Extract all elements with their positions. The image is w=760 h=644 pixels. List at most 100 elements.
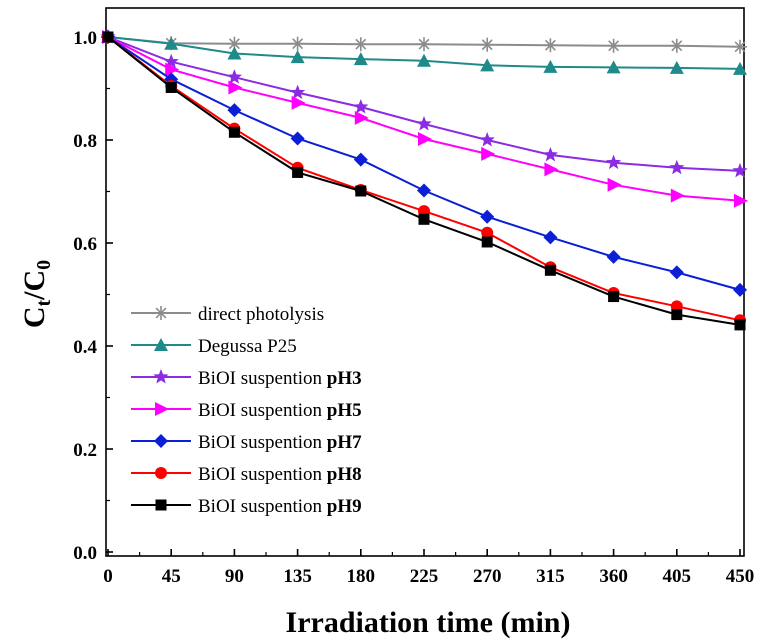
plot-area [105,7,745,557]
data-point [290,50,305,64]
series-2 [100,29,748,178]
legend-label-text: Degussa P25 [198,336,297,357]
y-title-slash: /C [18,270,51,301]
data-point [543,38,558,53]
y-title-sub1: t [33,300,55,307]
data-point [671,309,683,321]
y-tick-label: 0.6 [73,234,97,255]
legend-label: BiOI suspention pH5 [198,400,362,421]
y-axis: 0.0 0.2 0.4 0.6 0.8 1.0 [73,28,113,564]
data-point [669,60,684,74]
legend-label: BiOI suspention pH9 [198,496,362,517]
data-point [353,52,368,66]
legend-label: BiOI suspention pH7 [198,432,362,453]
legend-entry: BiOI suspention pH9 [131,496,362,517]
data-point [165,62,180,77]
data-point [669,265,684,280]
legend-label-text: BiOI suspention [198,432,327,453]
series-line [107,36,741,326]
legend-entry: BiOI suspention pH7 [131,432,362,453]
y-title-sub2: 0 [33,260,55,270]
y-tick-label: 1.0 [73,28,97,49]
data-point [734,319,746,331]
data-point [227,36,242,51]
data-point [353,152,368,167]
data-point [289,84,306,100]
x-axis: 0 45 90 135 180 225 270 315 360 405 450 [103,549,754,587]
data-point [417,37,431,52]
legend-label: BiOI suspention pH8 [198,464,362,485]
data-point [543,230,558,245]
legend-label-text: BiOI suspention [198,464,327,485]
data-point [734,193,748,208]
data-point [479,132,495,147]
data-point [481,146,496,161]
x-tick-label: 405 [663,566,692,587]
x-tick-label: 45 [162,566,181,587]
data-point [543,59,558,73]
circle-icon [155,467,167,479]
data-point [733,282,747,297]
series-line [107,36,741,322]
data-point [480,209,495,224]
data-point [733,61,747,75]
y-axis-title: Ct/C0 [18,260,55,328]
x-tick-label: 90 [225,566,244,587]
data-point [606,60,621,74]
data-point [544,264,556,276]
legend-label-text: BiOI suspention [198,368,327,389]
data-point [418,131,432,146]
data-point [353,99,369,114]
data-point [417,53,431,67]
legend-label: BiOI suspention pH3 [198,368,362,389]
y-tick-label: 0.4 [73,337,97,358]
data-point [670,188,685,203]
legend-entry: BiOI suspention pH3 [131,368,362,389]
data-point [290,131,305,146]
data-point [226,69,243,84]
legend-label-text: direct photolysis [198,304,324,325]
data-point [228,126,240,138]
x-tick-label: 225 [410,566,439,587]
y-tick-label: 0.0 [73,543,97,564]
x-axis-title: Irradiation time (min) [286,606,571,639]
data-point [227,46,242,60]
legend-label-ph: pH8 [327,464,362,485]
triangle-icon [154,338,168,351]
data-point [606,249,621,264]
data-point [164,36,179,50]
legend-label-text: BiOI suspention [198,400,327,421]
data-point [480,58,495,72]
data-point [418,213,430,225]
data-point [354,110,369,125]
y-tick-label: 0.8 [73,131,97,152]
diamond-icon [154,434,168,448]
x-tick-label: 135 [283,566,312,587]
triangle-right-icon [155,402,169,416]
data-point [542,146,559,162]
series-4 [101,30,747,297]
x-tick-label: 360 [599,566,628,587]
data-point [291,95,306,110]
x-tick-label: 180 [347,566,376,587]
data-point [480,37,495,52]
data-point [669,159,685,175]
legend-label-ph: pH3 [327,368,362,389]
series-1 [101,30,747,75]
data-point [732,162,748,178]
data-point [292,166,304,178]
legend-label: direct photolysis [198,304,324,325]
data-point [606,38,621,53]
data-point [669,38,684,53]
data-point [733,39,747,54]
series-6 [102,31,746,331]
y-tick-label: 0.2 [73,440,97,461]
legend-entry: Degussa P25 [131,336,297,357]
data-point [607,177,622,192]
data-point [290,36,305,51]
data-point [165,81,177,93]
series-group [100,29,748,331]
plot-frame [105,7,745,557]
x-tick-label: 0 [103,566,113,587]
